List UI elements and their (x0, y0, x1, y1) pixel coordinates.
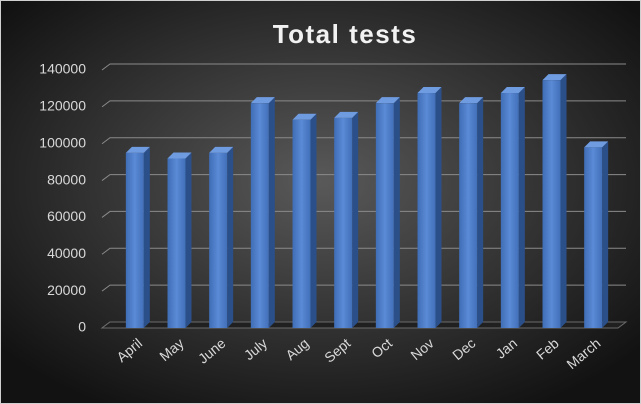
grid-line (101, 63, 626, 71)
bar-top (500, 87, 525, 94)
bar (375, 103, 394, 329)
y-tick-label: 120000 (39, 98, 86, 114)
bar-side (143, 146, 150, 328)
floor (100, 321, 628, 329)
bar-side (352, 111, 359, 329)
bar-top (292, 113, 317, 120)
bar-side (268, 97, 275, 329)
bar (125, 152, 144, 328)
bar (334, 117, 353, 329)
bar (167, 158, 186, 328)
bar-side (602, 141, 609, 328)
bar-top (584, 141, 609, 148)
bar (292, 119, 311, 328)
y-tick-label: 60000 (47, 208, 86, 224)
bar (500, 93, 519, 329)
y-tick-label: 0 (78, 319, 86, 335)
bar-side (477, 97, 484, 329)
grid-line (101, 210, 626, 218)
y-tick-label: 80000 (47, 171, 86, 187)
bar-top (375, 97, 400, 104)
y-tick-label: 140000 (39, 61, 86, 77)
bar (584, 147, 603, 328)
grid-line (101, 174, 626, 181)
bar-side (435, 87, 442, 329)
y-tick-label: 40000 (47, 245, 86, 261)
y-tick-label: 100000 (39, 134, 86, 150)
bar-top (167, 152, 192, 159)
bar-top (459, 97, 484, 104)
bar-top (542, 74, 567, 81)
bar-top (334, 111, 359, 118)
bar-top (250, 97, 275, 104)
chart-title: Total tests (273, 19, 418, 49)
grid-line (101, 137, 626, 145)
bar (542, 80, 561, 328)
bar-side (393, 97, 400, 329)
bar-side (518, 87, 525, 329)
bar-top (209, 146, 234, 153)
grid-line (101, 284, 626, 292)
bar (459, 103, 478, 329)
bar-top (417, 87, 442, 94)
bar-side (560, 74, 567, 328)
y-tick-label: 20000 (47, 282, 86, 298)
bar-side (185, 152, 192, 328)
bar-side (227, 146, 234, 328)
bar-top (125, 146, 150, 153)
bar (417, 93, 436, 329)
bar (250, 103, 269, 329)
bar (209, 152, 228, 328)
bar-side (310, 113, 317, 328)
grid-line (101, 100, 626, 108)
grid-line (101, 247, 626, 255)
